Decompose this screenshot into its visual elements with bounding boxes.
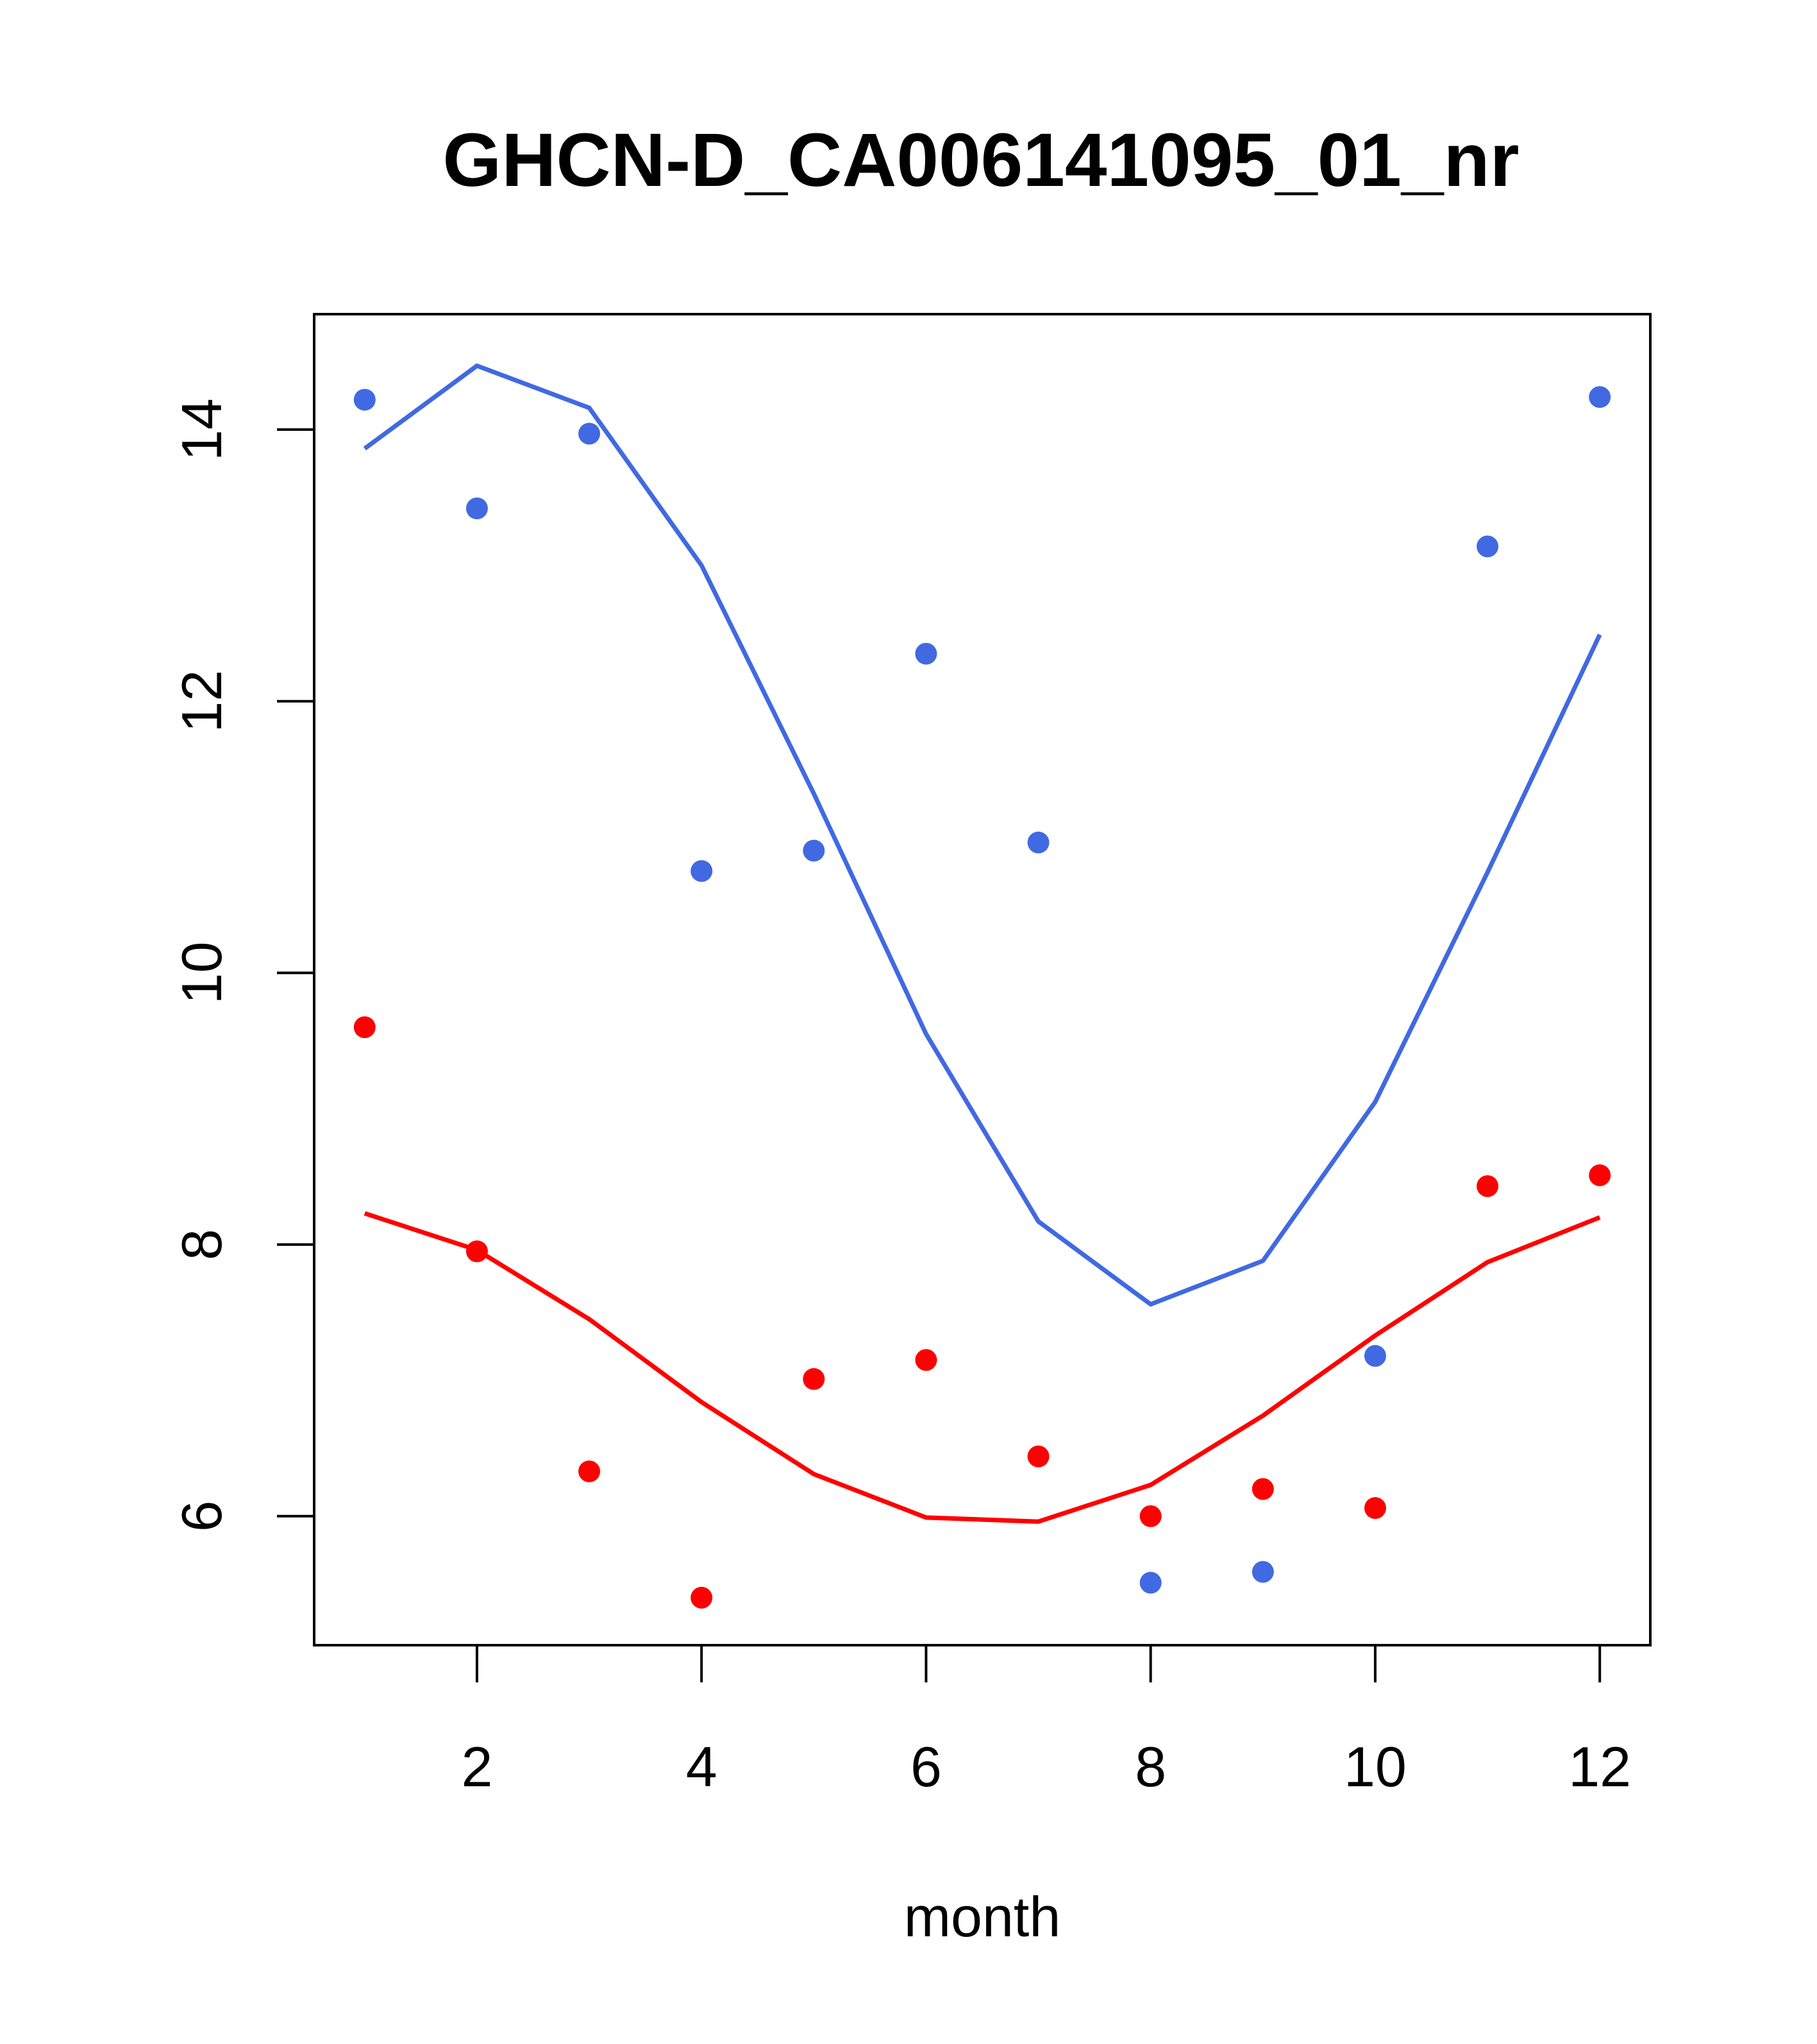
series-0-line [363,364,1602,1307]
series-0-point [1027,832,1050,854]
series-0-point [1477,535,1499,558]
series-0-point [465,497,488,519]
x-tick-label: 10 [1344,1735,1407,1798]
y-axis: 6 8 10 12 14 [170,398,315,1532]
series-0-point [353,389,376,411]
y-tick-label: 6 [170,1500,233,1532]
series-1-point [1252,1478,1274,1500]
chart-title: GHCN-D_CA006141095_01_nr [442,118,1519,203]
series-0-point [1252,1561,1274,1583]
y-tick-label: 12 [170,670,233,733]
series-0-point [915,642,937,665]
series-layer [353,364,1611,1609]
series-1-point [691,1586,713,1609]
series-1-point [803,1368,825,1390]
series-0-point [691,860,713,882]
series-1-point [1589,1164,1611,1187]
x-axis: 2 4 6 8 10 12 [461,1644,1631,1798]
series-0-point [1139,1571,1162,1594]
y-tick-label: 10 [170,941,233,1004]
series-1-point [1477,1175,1499,1197]
series-0-point [1364,1345,1386,1367]
series-1-point [1364,1497,1386,1520]
y-tick-label: 8 [170,1229,233,1261]
x-tick-label: 8 [1135,1735,1166,1798]
y-tick-label: 14 [170,398,233,461]
series-0-point [1589,386,1611,408]
series-1-point [465,1240,488,1262]
x-tick-label: 12 [1568,1735,1631,1798]
series-1-point [1027,1445,1050,1468]
series-1-point [915,1349,937,1371]
series-1-point [578,1460,601,1482]
x-tick-label: 6 [910,1735,942,1798]
series-0-point [578,423,601,445]
x-axis-label: month [904,1885,1061,1948]
x-tick-label: 2 [461,1735,492,1798]
series-1-line [364,1211,1601,1524]
series-1-point [353,1016,376,1039]
series-1-point [1139,1505,1162,1527]
series-0-point [803,839,825,862]
x-tick-label: 4 [686,1735,717,1798]
